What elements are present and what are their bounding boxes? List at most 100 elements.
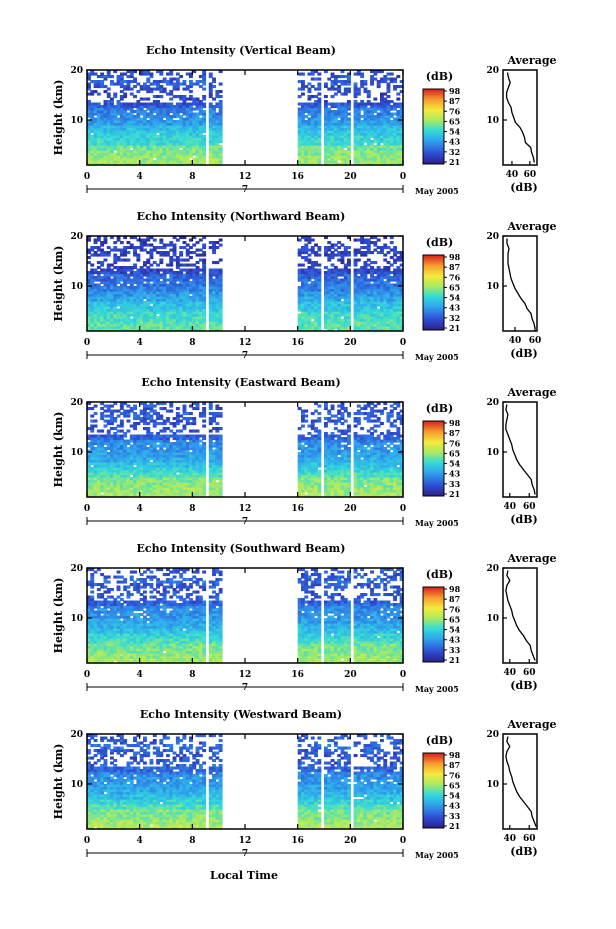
heatmap-cell — [330, 306, 335, 310]
heatmap-cell — [363, 132, 368, 136]
heatmap-cell — [126, 273, 131, 277]
heatmap-cell — [93, 298, 98, 302]
heatmap-cell — [106, 419, 111, 423]
heatmap-cell — [133, 328, 137, 332]
heatmap-cell — [90, 92, 95, 96]
heatmap-cell — [333, 271, 338, 275]
heatmap-cell — [330, 127, 335, 131]
heatmap-cell — [143, 286, 147, 290]
heatmap-cell — [340, 318, 345, 322]
heatmap-cell — [386, 246, 391, 250]
heatmap-cell — [87, 125, 91, 129]
heatmap-cell — [347, 316, 351, 320]
heatmap-cell — [123, 162, 128, 166]
heatmap-cell — [146, 150, 151, 154]
heatmap-cell — [327, 77, 332, 81]
heatmap-cell — [185, 147, 190, 151]
heatmap-cell — [159, 316, 164, 320]
heatmap-cell — [330, 303, 335, 307]
heatmap-cell — [337, 296, 342, 300]
heatmap-cell — [366, 296, 371, 300]
heatmap-cell — [383, 276, 388, 280]
heatmap-cell — [198, 276, 203, 280]
heatmap-cell — [106, 477, 111, 481]
heatmap-cell — [146, 316, 151, 320]
heatmap-cell — [139, 120, 144, 124]
heatmap-cell — [366, 291, 371, 295]
heatmap-cell — [100, 469, 105, 473]
heatmap-cell — [198, 85, 203, 89]
day-marker: 7 — [242, 185, 248, 195]
heatmap-cell — [317, 278, 322, 282]
heatmap-cell — [143, 273, 147, 277]
heatmap-cell — [383, 283, 388, 287]
heatmap-cell — [182, 110, 187, 114]
heatmap-cell — [152, 404, 157, 408]
heatmap-cell — [166, 152, 170, 156]
heatmap-cell — [152, 437, 157, 441]
heatmap-cell — [159, 301, 164, 305]
heatmap-cell — [113, 115, 118, 119]
heatmap-cell — [149, 152, 154, 156]
heatmap-cell — [172, 323, 177, 327]
heatmap-cell — [380, 77, 384, 81]
heatmap-cell — [152, 293, 157, 297]
heatmap-cell — [159, 273, 164, 277]
heatmap-cell — [182, 263, 187, 267]
heatmap-cell — [100, 142, 105, 146]
heatmap-cell — [182, 100, 187, 104]
heatmap-cell — [146, 469, 151, 473]
heatmap-cell — [126, 454, 131, 458]
heatmap-cell — [126, 150, 131, 154]
heatmap-cell — [182, 147, 187, 151]
heatmap-cell — [143, 152, 147, 156]
heatmap-cell — [310, 293, 315, 297]
heatmap-cell — [162, 449, 167, 453]
heatmap-cell — [376, 288, 381, 292]
heatmap-cell — [96, 162, 101, 166]
heatmap-cell — [156, 117, 160, 121]
heatmap-cell — [314, 127, 318, 131]
heatmap-cell — [389, 137, 394, 141]
heatmap-cell — [93, 424, 98, 428]
heatmap-cell — [139, 293, 144, 297]
heatmap-cell — [175, 316, 180, 320]
heatmap-cell — [96, 439, 101, 443]
heatmap-cell — [383, 311, 388, 315]
heatmap-cell — [340, 110, 345, 114]
heatmap-cell — [208, 115, 213, 119]
heatmap-cell — [159, 462, 164, 466]
heatmap-cell — [202, 303, 207, 307]
heatmap-cell — [149, 283, 154, 287]
heatmap-cell — [373, 271, 378, 275]
heatmap-cell — [169, 145, 174, 149]
heatmap-cell — [96, 467, 101, 471]
heatmap-cell — [116, 82, 121, 86]
heatmap-cell — [393, 107, 397, 111]
heatmap-cell — [314, 273, 318, 277]
heatmap-cell — [212, 303, 216, 307]
heatmap-cell — [169, 323, 174, 327]
heatmap-cell — [110, 447, 114, 451]
heatmap-cell — [143, 494, 147, 498]
heatmap-cell — [172, 253, 177, 257]
heatmap-cell — [198, 291, 203, 295]
heatmap-cell — [100, 82, 105, 86]
heatmap-cell — [93, 102, 98, 106]
heatmap-cell — [96, 487, 101, 491]
heatmap-cell — [340, 132, 345, 136]
heatmap-cell — [156, 462, 160, 466]
heatmap-cell — [399, 328, 404, 332]
heatmap-cell — [393, 328, 397, 332]
heatmap-cell — [317, 105, 322, 109]
heatmap-cell — [185, 162, 190, 166]
heatmap-cell — [340, 160, 345, 164]
heatmap-cell — [133, 442, 137, 446]
heatmap-cell — [297, 321, 302, 325]
heatmap-cell — [373, 150, 378, 154]
heatmap-cell — [90, 298, 95, 302]
heatmap-cell — [218, 125, 223, 129]
heatmap-cell — [343, 155, 348, 159]
heatmap-cell — [93, 90, 98, 94]
heatmap-cell — [133, 407, 137, 411]
